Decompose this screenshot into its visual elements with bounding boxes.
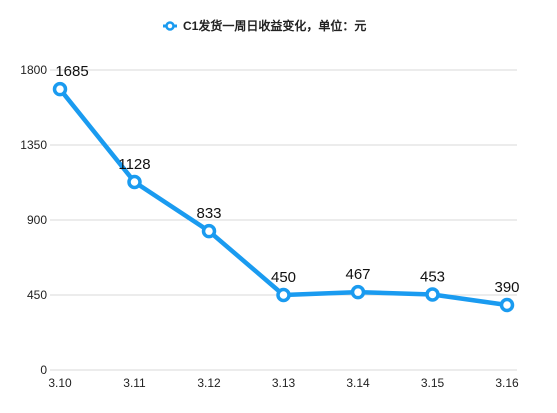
y-axis-tick-labels: 0 450 900 1350 1800 bbox=[20, 63, 47, 377]
data-label: 450 bbox=[271, 269, 296, 286]
data-label: 453 bbox=[420, 269, 445, 286]
data-label: 1685 bbox=[55, 63, 88, 80]
data-label: 833 bbox=[196, 205, 221, 222]
y-tick-label: 1800 bbox=[20, 63, 47, 77]
data-point bbox=[350, 284, 366, 300]
data-point bbox=[201, 223, 217, 239]
data-point bbox=[276, 287, 291, 303]
grid-lines bbox=[50, 69, 517, 371]
x-tick-label: 3.16 bbox=[495, 376, 519, 390]
x-tick-label: 3.15 bbox=[421, 376, 445, 390]
x-tick-label: 3.12 bbox=[197, 376, 221, 390]
legend: C1发货一周日收益变化，单位：元 bbox=[163, 18, 366, 33]
y-tick-label: 1350 bbox=[20, 138, 47, 152]
data-point bbox=[52, 81, 68, 97]
data-label: 390 bbox=[494, 279, 519, 296]
data-points bbox=[52, 81, 515, 313]
data-label: 1128 bbox=[118, 156, 150, 173]
x-tick-label: 3.13 bbox=[272, 376, 296, 390]
y-tick-label: 0 bbox=[40, 363, 47, 377]
x-tick-label: 3.11 bbox=[123, 376, 146, 390]
data-point bbox=[499, 297, 515, 313]
x-tick-label: 3.10 bbox=[48, 376, 72, 390]
x-axis-tick-labels: 3.10 3.11 3.12 3.13 3.14 3.15 3.16 bbox=[48, 376, 519, 390]
legend-marker-swatch bbox=[165, 21, 175, 31]
y-tick-label: 450 bbox=[27, 288, 47, 302]
y-tick-label: 900 bbox=[27, 213, 47, 227]
legend-label: C1发货一周日收益变化，单位：元 bbox=[183, 18, 366, 33]
data-point bbox=[425, 287, 440, 302]
data-point bbox=[127, 174, 142, 190]
data-labels: 1685 1128 833 450 467 453 390 bbox=[55, 63, 519, 296]
data-label: 467 bbox=[345, 266, 370, 283]
x-tick-label: 3.14 bbox=[346, 376, 370, 390]
